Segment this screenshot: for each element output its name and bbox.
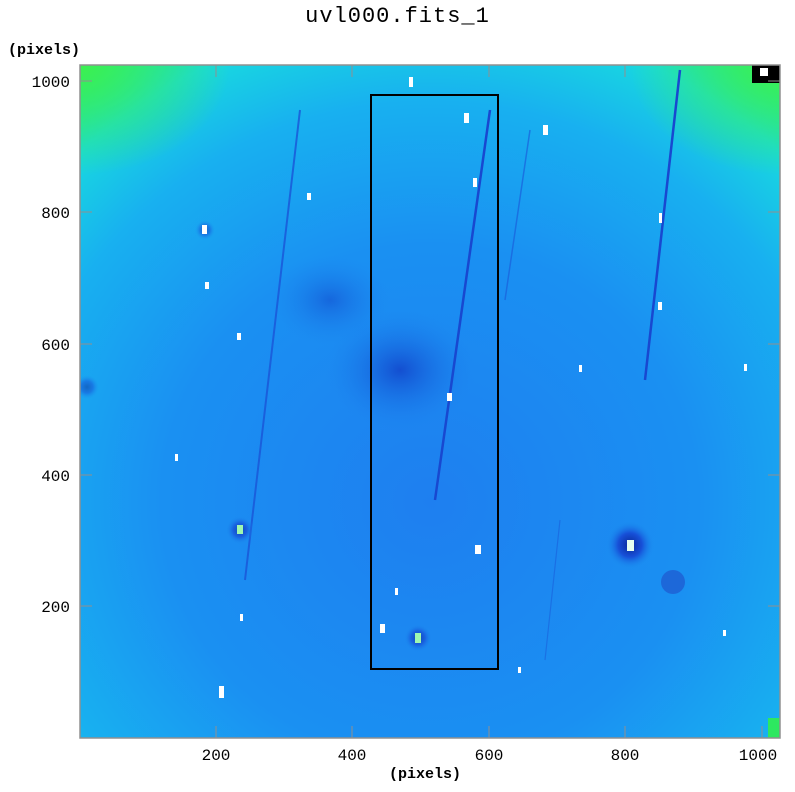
corner-glow-tl xyxy=(80,65,230,175)
point-source xyxy=(395,588,398,595)
corner-marker-inner xyxy=(760,68,768,76)
y-axis-label: (pixels) xyxy=(8,42,81,59)
point-source xyxy=(307,193,311,200)
source-halo xyxy=(80,375,99,399)
selection-box[interactable] xyxy=(370,94,499,670)
point-source xyxy=(723,630,726,636)
streak xyxy=(504,129,531,301)
point-source xyxy=(543,125,548,135)
streak xyxy=(544,519,561,661)
corner-glow-tr xyxy=(630,65,780,175)
streak xyxy=(244,109,301,581)
y-tick-label: 1000 xyxy=(32,74,70,92)
dark-region-2 xyxy=(270,255,390,345)
plot-frame xyxy=(79,64,781,739)
point-source xyxy=(202,225,207,234)
point-source xyxy=(205,282,209,289)
point-source xyxy=(240,614,243,621)
y-tick-label: 600 xyxy=(41,337,70,355)
point-source xyxy=(475,545,481,554)
y-tick-label: 400 xyxy=(41,468,70,486)
central-dark-region xyxy=(325,310,475,430)
point-source xyxy=(744,364,747,371)
point-source xyxy=(219,686,224,698)
x-tick-label: 1000 xyxy=(739,747,777,765)
point-source xyxy=(473,178,477,187)
point-source xyxy=(464,113,469,123)
corner-glow-br xyxy=(768,718,780,738)
faint-halo xyxy=(661,570,685,594)
x-tick-label: 200 xyxy=(202,747,231,765)
point-source xyxy=(415,633,421,643)
point-source xyxy=(237,333,241,340)
point-source xyxy=(237,525,243,534)
point-source xyxy=(409,77,413,87)
x-axis-label: (pixels) xyxy=(388,766,461,783)
y-tick-label: 800 xyxy=(41,205,70,223)
point-source xyxy=(659,213,662,223)
streak xyxy=(643,69,682,381)
detector-image[interactable] xyxy=(75,65,780,738)
point-source xyxy=(380,624,385,633)
streak xyxy=(433,109,492,501)
point-source xyxy=(518,667,521,673)
y-tick-label: 200 xyxy=(41,599,70,617)
point-source xyxy=(175,454,178,461)
point-source xyxy=(579,365,582,372)
x-tick-label: 800 xyxy=(611,747,640,765)
x-tick-label: 400 xyxy=(338,747,367,765)
x-axis xyxy=(215,65,763,738)
y-axis xyxy=(80,80,780,607)
point-source xyxy=(447,393,452,401)
point-source xyxy=(658,302,662,310)
point-sources xyxy=(175,77,747,698)
image-title: uvl000.fits_1 xyxy=(305,4,490,29)
point-source xyxy=(627,540,634,551)
x-tick-label: 600 xyxy=(475,747,504,765)
